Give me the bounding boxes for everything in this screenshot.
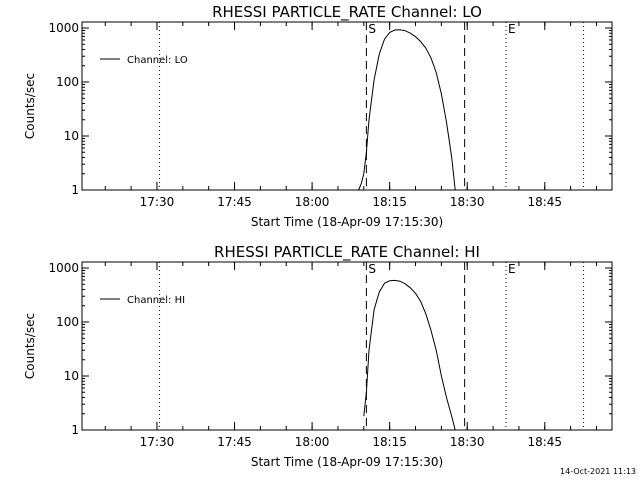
legend-label: Channel: HI bbox=[127, 295, 185, 306]
x-axis-label: Start Time (18-Apr-09 17:15:30) bbox=[251, 455, 443, 469]
chart-title: RHESSI PARTICLE_RATE Channel: LO bbox=[212, 3, 482, 22]
x-tick-label: 18:00 bbox=[295, 435, 330, 449]
x-tick-label: 18:45 bbox=[527, 195, 562, 209]
y-axis-label: Counts/sec bbox=[23, 313, 37, 379]
plot-frame bbox=[81, 21, 613, 191]
x-tick-label: 17:45 bbox=[217, 195, 252, 209]
series-line bbox=[358, 29, 456, 191]
x-tick-label: 18:15 bbox=[372, 195, 407, 209]
x-tick-label: 18:30 bbox=[450, 435, 485, 449]
time-marker-label: E bbox=[508, 22, 516, 36]
y-axis-label: Counts/sec bbox=[23, 73, 37, 139]
time-marker-label: S bbox=[368, 22, 376, 36]
panel-hi: RHESSI PARTICLE_RATE Channel: HI 1 10 100 10… bbox=[23, 243, 613, 469]
x-tick-label: 18:30 bbox=[450, 195, 485, 209]
y-tick-label: 1 bbox=[71, 183, 79, 197]
plot-frame bbox=[81, 261, 613, 431]
y-tick-label: 100 bbox=[56, 315, 79, 329]
x-tick-label: 17:30 bbox=[140, 195, 175, 209]
x-tick-label: 17:30 bbox=[140, 435, 175, 449]
x-tick-label: 18:00 bbox=[295, 195, 330, 209]
y-tick-label: 1 bbox=[71, 423, 79, 437]
x-tick-label: 18:45 bbox=[527, 435, 562, 449]
y-tick-label: 100 bbox=[56, 75, 79, 89]
y-tick-label: 1000 bbox=[48, 261, 79, 275]
time-marker-label: S bbox=[368, 262, 376, 276]
chart-title: RHESSI PARTICLE_RATE Channel: HI bbox=[214, 243, 480, 262]
series-line bbox=[363, 279, 456, 431]
y-tick-label: 1000 bbox=[48, 21, 79, 35]
x-tick-label: 17:45 bbox=[217, 435, 252, 449]
y-tick-label: 10 bbox=[64, 129, 79, 143]
x-tick-label: 18:15 bbox=[372, 435, 407, 449]
legend-label: Channel: LO bbox=[127, 55, 188, 66]
panel-lo: RHESSI PARTICLE_RATE Channel: LO 1 10 100 10… bbox=[23, 3, 613, 229]
y-tick-label: 10 bbox=[64, 369, 79, 383]
time-marker-label: E bbox=[508, 262, 516, 276]
timestamp-label: 14-Oct-2021 11:13 bbox=[560, 467, 636, 476]
x-axis-label: Start Time (18-Apr-09 17:15:30) bbox=[251, 215, 443, 229]
